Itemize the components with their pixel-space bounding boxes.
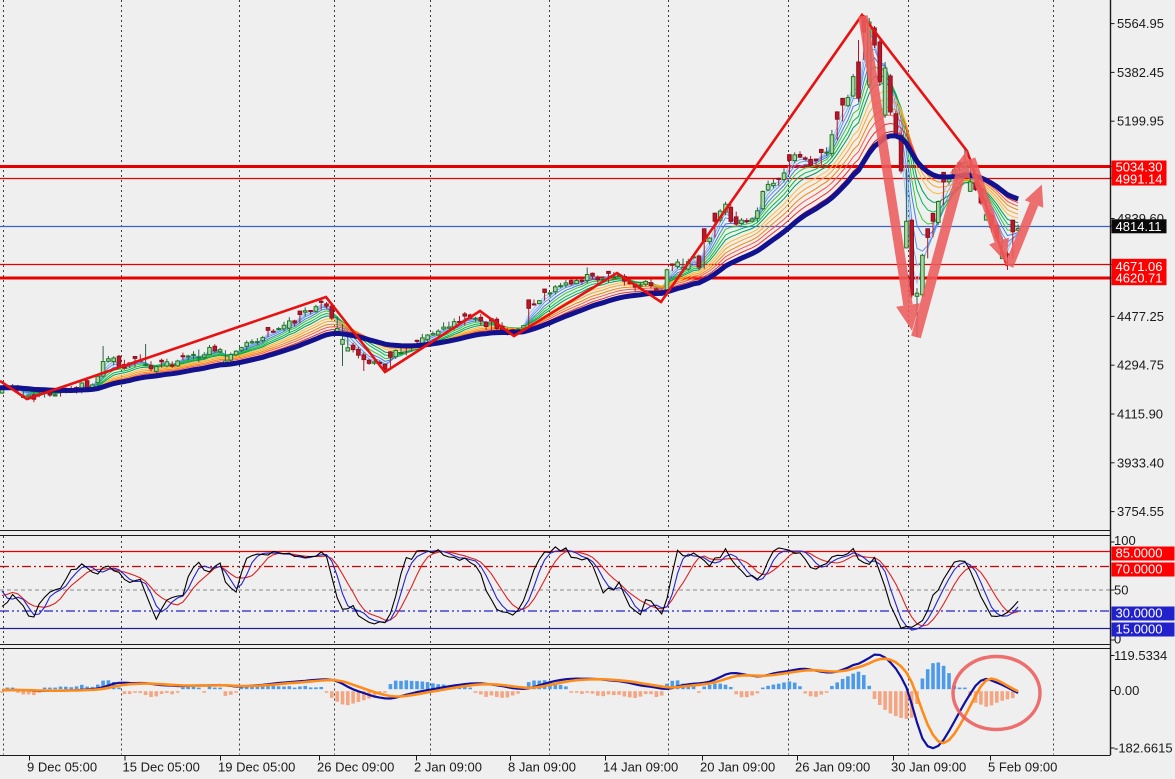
svg-text:14 Jan 09:00: 14 Jan 09:00: [603, 760, 678, 775]
svg-text:4814.11: 4814.11: [1116, 219, 1162, 234]
svg-text:5382.45: 5382.45: [1117, 65, 1164, 80]
svg-text:4115.90: 4115.90: [1117, 407, 1163, 422]
svg-text:9 Dec 05:00: 9 Dec 05:00: [27, 760, 97, 775]
svg-text:20 Jan 09:00: 20 Jan 09:00: [700, 760, 775, 775]
svg-text:5034.30: 5034.30: [1116, 160, 1163, 175]
svg-text:4671.06: 4671.06: [1116, 259, 1163, 274]
svg-text:-182.6615: -182.6615: [1114, 741, 1173, 756]
svg-text:4477.25: 4477.25: [1117, 309, 1164, 324]
svg-text:4620.71: 4620.71: [1116, 270, 1163, 285]
svg-text:30 Jan 09:00: 30 Jan 09:00: [891, 760, 966, 775]
svg-text:50: 50: [1114, 583, 1128, 598]
svg-text:4991.14: 4991.14: [1116, 171, 1163, 186]
svg-text:5199.95: 5199.95: [1117, 114, 1164, 129]
svg-text:0: 0: [1114, 632, 1121, 647]
svg-text:100: 100: [1114, 533, 1136, 548]
svg-text:15 Dec 05:00: 15 Dec 05:00: [123, 760, 200, 775]
svg-text:3933.40: 3933.40: [1117, 455, 1164, 470]
svg-text:30.0000: 30.0000: [1116, 606, 1163, 621]
svg-text:119.5334: 119.5334: [1114, 648, 1167, 663]
svg-text:2 Jan 09:00: 2 Jan 09:00: [414, 760, 482, 775]
svg-text:5564.95: 5564.95: [1117, 16, 1164, 31]
svg-text:0.00: 0.00: [1114, 683, 1139, 698]
svg-text:19 Dec 05:00: 19 Dec 05:00: [218, 760, 295, 775]
svg-text:15.0000: 15.0000: [1116, 622, 1163, 637]
svg-text:26 Dec 09:00: 26 Dec 09:00: [317, 760, 394, 775]
svg-text:70.0000: 70.0000: [1116, 562, 1163, 577]
svg-text:85.0000: 85.0000: [1116, 546, 1163, 561]
svg-text:3754.55: 3754.55: [1117, 504, 1164, 519]
svg-text:8 Jan 09:00: 8 Jan 09:00: [508, 760, 576, 775]
svg-text:4294.75: 4294.75: [1117, 358, 1164, 373]
svg-text:5 Feb 09:00: 5 Feb 09:00: [988, 760, 1057, 775]
svg-text:26 Jan 09:00: 26 Jan 09:00: [795, 760, 870, 775]
